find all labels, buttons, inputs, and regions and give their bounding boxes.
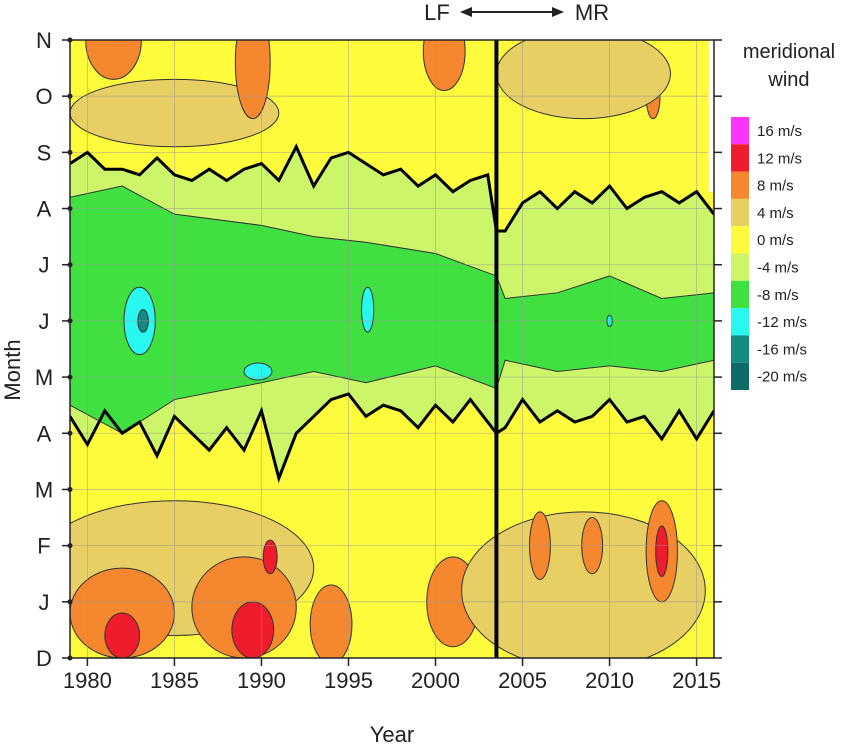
y-tick-label: M xyxy=(35,477,53,502)
y-tick-label: F xyxy=(37,534,50,559)
y-tick-dot xyxy=(67,543,73,549)
y-tick-label: J xyxy=(39,253,50,278)
legend: meridional wind 16 m/s 12 m/s 8 m/s 4 m/s 0 … xyxy=(731,41,835,390)
y-tick-label: J xyxy=(39,309,50,334)
positive-patch-12 xyxy=(262,539,278,575)
y-tick-dot xyxy=(67,430,73,436)
x-tick-label: 2000 xyxy=(411,668,460,693)
y-axis-title: Month xyxy=(0,339,25,400)
y-tick-dot xyxy=(67,374,73,380)
y-tick-dot xyxy=(67,262,73,268)
legend-label: 0 m/s xyxy=(757,232,794,249)
positive-patch-12 xyxy=(231,601,275,658)
negative-patch--12 xyxy=(361,286,375,333)
legend-swatch xyxy=(731,198,749,227)
legend-label: -8 m/s xyxy=(757,287,799,304)
x-axis: 1980 1985 1990 1995 2000 2005 2010 2015 xyxy=(63,658,721,693)
legend-title-line2: wind xyxy=(767,69,809,91)
legend-label: 4 m/s xyxy=(757,205,794,222)
y-tick-dot xyxy=(67,206,73,212)
legend-label: 16 m/s xyxy=(757,123,802,140)
y-tick-dot xyxy=(67,149,73,155)
y-tick-label: O xyxy=(35,84,52,109)
y-tick-label: J xyxy=(39,590,50,615)
legend-swatch xyxy=(731,253,749,281)
positive-patch-12 xyxy=(104,612,141,658)
negative-patch--12 xyxy=(243,362,273,381)
legend-swatch xyxy=(731,362,749,390)
positive-patch-8 xyxy=(85,40,142,80)
y-tick-label: A xyxy=(37,421,52,446)
x-axis-title: Year xyxy=(370,722,414,747)
x-tick-label: 2005 xyxy=(498,668,547,693)
x-tick-label: 1985 xyxy=(150,668,199,693)
y-tick-dot xyxy=(67,93,73,99)
x-tick-label: 1990 xyxy=(237,668,286,693)
y-tick-dot xyxy=(67,486,73,492)
legend-label: 12 m/s xyxy=(757,150,802,167)
annotation-arrowhead-right xyxy=(552,7,564,17)
y-axis: D J F M A M J J A S O N xyxy=(35,28,722,671)
y-tick-label: A xyxy=(37,197,52,222)
legend-label: -4 m/s xyxy=(757,260,799,277)
y-tick-label: S xyxy=(37,140,52,165)
legend-label: -12 m/s xyxy=(757,314,807,331)
x-tick-label: 1980 xyxy=(63,668,112,693)
y-tick-label: N xyxy=(36,28,52,53)
legend-title-line1: meridional xyxy=(743,41,835,63)
y-tick-dot xyxy=(67,37,73,43)
zero-contour-top xyxy=(70,143,714,233)
x-tick-label: 2015 xyxy=(672,668,721,693)
y-tick-dot xyxy=(67,655,73,661)
annotation-arrowhead-left xyxy=(460,7,472,17)
legend-swatch xyxy=(731,226,749,254)
y-tick-label: D xyxy=(36,646,52,671)
legend-label: -16 m/s xyxy=(757,341,807,358)
missing-data-region xyxy=(708,40,714,192)
gridlines xyxy=(70,40,714,658)
legend-label: 8 m/s xyxy=(757,178,794,195)
legend-swatch xyxy=(731,308,749,336)
minus8-wind-band xyxy=(70,185,714,434)
plot-area xyxy=(70,40,714,658)
positive-patch-12 xyxy=(655,525,669,578)
x-tick-label: 1995 xyxy=(324,668,373,693)
legend-swatch xyxy=(731,144,749,172)
positive-patch-8 xyxy=(309,584,353,658)
legend-items: 16 m/s 12 m/s 8 m/s 4 m/s 0 m/s -4 m/s -8 m/s -… xyxy=(731,117,807,390)
legend-swatch xyxy=(731,117,749,145)
legend-swatch xyxy=(731,335,749,363)
period-annotation: LF MR xyxy=(424,0,609,25)
x-tick-label: 2010 xyxy=(585,668,634,693)
legend-label: -20 m/s xyxy=(757,369,807,386)
y-tick-label: M xyxy=(35,365,53,390)
legend-swatch xyxy=(731,280,749,309)
annotation-right-label: MR xyxy=(575,0,609,25)
legend-swatch xyxy=(731,171,749,199)
positive-patch-8 xyxy=(234,40,271,120)
positive-patch-8 xyxy=(422,40,466,92)
annotation-left-label: LF xyxy=(424,0,450,25)
zero-contour-bottom xyxy=(70,392,714,484)
y-tick-dot xyxy=(67,599,73,605)
plot-frame xyxy=(69,39,715,659)
y-tick-dot xyxy=(67,318,73,324)
